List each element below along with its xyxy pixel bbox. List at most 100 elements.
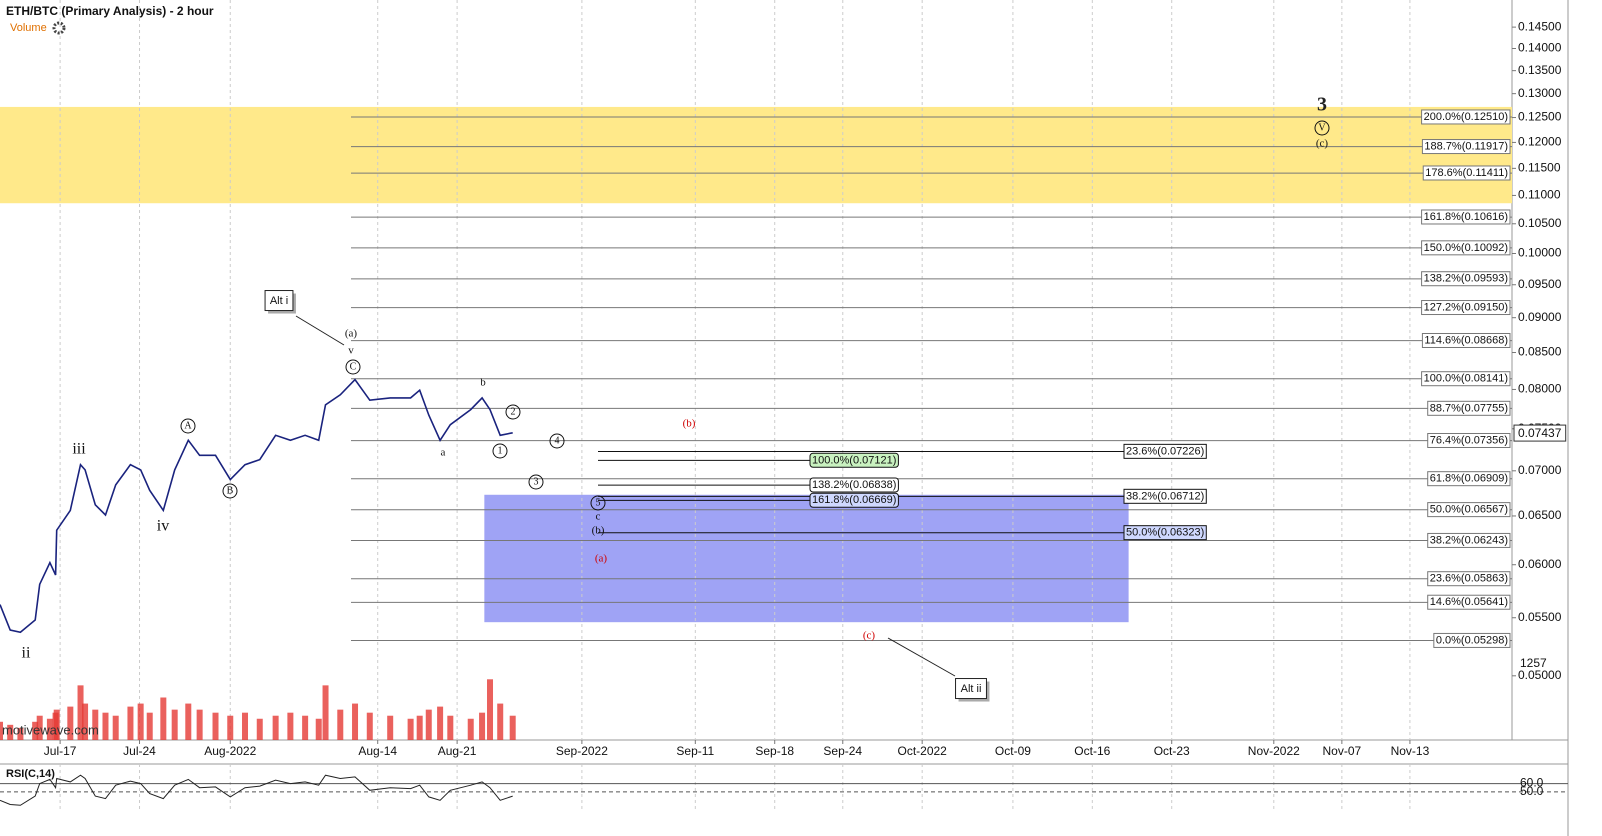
projection-label-box — [809, 452, 899, 468]
y-tick-label: 0.14500 — [1518, 19, 1562, 33]
fib-label-box — [1433, 632, 1511, 648]
x-tick-label: Aug-21 — [438, 744, 477, 758]
fib-label-box — [1427, 532, 1511, 548]
volume-bar — [437, 706, 444, 740]
fib-label: 76.4%(0.07356) — [1430, 434, 1508, 446]
y-tick-label: 0.06500 — [1518, 508, 1562, 522]
retrace-label-box — [1123, 443, 1207, 459]
fib-label: 14.6%(0.05641) — [1430, 596, 1508, 608]
y-tick-label: 0.12500 — [1518, 110, 1562, 124]
volume-bar — [146, 712, 153, 740]
settings-icon[interactable] — [52, 21, 66, 35]
volume-label: Volume — [10, 22, 47, 34]
volume-bar — [479, 712, 486, 740]
volume-bar — [387, 715, 394, 740]
volume-bar — [46, 718, 53, 740]
zone — [0, 106, 1512, 204]
fib-label-box — [1421, 332, 1511, 348]
volume-bar — [272, 715, 279, 740]
wave-circle — [528, 474, 544, 490]
volume-bar — [53, 709, 60, 740]
fib-label-box — [1427, 471, 1511, 487]
fib-label-box — [1422, 165, 1511, 181]
x-tick-label: Aug-14 — [358, 744, 397, 758]
y-tick-label: 0.09500 — [1518, 277, 1562, 291]
y-tick-label: 0.08500 — [1518, 345, 1562, 359]
y-tick-label: 0.05000 — [1518, 668, 1562, 682]
rsi-title: RSI(C,14) — [6, 768, 55, 780]
volume-bar — [509, 715, 516, 740]
x-tick-label: Jul-24 — [123, 744, 156, 758]
x-tick-label: Oct-23 — [1154, 744, 1190, 758]
volume-bar — [102, 712, 109, 740]
wave-circle — [1314, 120, 1330, 136]
x-tick-label: Nov-2022 — [1248, 744, 1300, 758]
y-tick-label: 0.10000 — [1518, 246, 1562, 260]
fib-label: 127.2%(0.09150) — [1424, 302, 1508, 314]
wave-label: 5 — [596, 497, 601, 508]
wave-label: Alt ii — [961, 683, 982, 695]
wave-label: iv — [157, 518, 169, 535]
volume-bar — [17, 727, 24, 740]
volume-bar — [416, 715, 423, 740]
volume-bar — [256, 718, 263, 740]
fib-label-box — [1427, 400, 1511, 416]
fib-label: 200.0%(0.12510) — [1424, 111, 1508, 123]
volume-bar — [7, 724, 14, 740]
chart-title: ETH/BTC (Primary Analysis) - 2 hour — [6, 4, 214, 18]
wave-label: (c) — [863, 630, 876, 642]
retrace-label-box — [1123, 525, 1207, 541]
wave-label: 3 — [534, 476, 539, 487]
projection-label: 161.8%(0.06669) — [812, 494, 896, 506]
volume-bar — [487, 679, 494, 740]
wave-label: (b) — [592, 525, 605, 537]
wave-label: (b) — [683, 418, 696, 430]
fib-label-box — [1421, 209, 1511, 225]
fib-label: 88.7%(0.07755) — [1430, 402, 1508, 414]
label-box — [955, 678, 987, 700]
last-price-label: 0.07437 — [1518, 426, 1562, 440]
projection-label-box — [809, 492, 899, 508]
fib-label-box — [1421, 371, 1511, 387]
retrace-label: 23.6%(0.07226) — [1126, 445, 1204, 457]
volume-bar — [322, 685, 329, 740]
fib-label-box — [1427, 502, 1511, 518]
fib-label-box — [1421, 139, 1511, 155]
volume-bar — [32, 721, 39, 740]
watermark: motivewave.com — [2, 722, 99, 737]
y-tick-label: 0.11000 — [1518, 188, 1561, 202]
fib-label: 0.0%(0.05298) — [1436, 634, 1508, 646]
x-tick-label: Nov-07 — [1323, 744, 1362, 758]
y-tick-label: 0.10500 — [1518, 216, 1562, 230]
fib-label: 178.6%(0.11411) — [1425, 167, 1508, 179]
retrace-label-box — [1123, 488, 1207, 504]
fib-label: 161.8%(0.10616) — [1424, 211, 1508, 223]
volume-bar — [112, 715, 119, 740]
fib-label: 50.0%(0.06567) — [1430, 504, 1508, 516]
wave-label: ii — [22, 645, 31, 662]
leader-line — [887, 637, 956, 677]
label-box — [264, 290, 294, 312]
fib-label-box — [1421, 109, 1511, 125]
fib-label: 188.7%(0.11917) — [1424, 141, 1508, 153]
x-tick-label: Sep-18 — [755, 744, 794, 758]
volume-bar — [425, 709, 432, 740]
x-tick-label: Jul-17 — [44, 744, 77, 758]
x-tick-label: Nov-13 — [1391, 744, 1430, 758]
projection-label: 138.2%(0.06838) — [812, 479, 896, 491]
fib-label: 150.0%(0.10092) — [1424, 242, 1508, 254]
y-tick-label: 0.06000 — [1518, 557, 1562, 571]
volume-bar — [302, 715, 309, 740]
projection-label: 100.0%(0.07121) — [812, 454, 896, 466]
y-tick-label: 0.13000 — [1518, 86, 1562, 100]
fib-label-box — [1421, 300, 1511, 316]
fib-label-box — [1421, 271, 1511, 287]
fib-label: 100.0%(0.08141) — [1424, 373, 1508, 385]
y-tick-label: 0.11500 — [1518, 161, 1561, 175]
volume-bar — [196, 709, 203, 740]
wave-label: A — [184, 420, 192, 431]
fib-label: 114.6%(0.08668) — [1424, 334, 1508, 346]
volume-bar — [36, 715, 43, 740]
y-tick-label: 0.08000 — [1518, 382, 1562, 396]
